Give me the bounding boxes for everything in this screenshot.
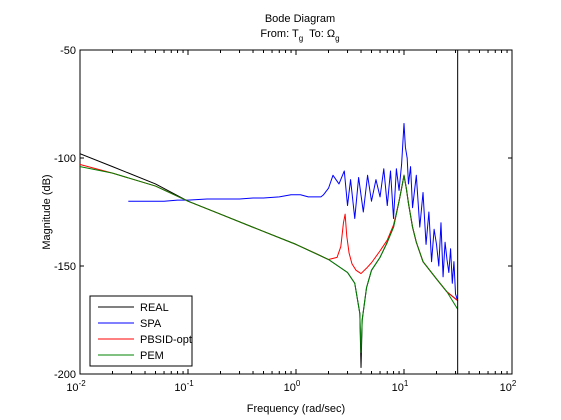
series-line-pem bbox=[80, 166, 459, 353]
x-tick-label: 100 bbox=[284, 379, 301, 394]
y-tick-label: -100 bbox=[54, 153, 76, 165]
x-axis-label: Frequency (rad/sec) bbox=[247, 403, 345, 415]
y-axis-label: Magnitude (dB) bbox=[41, 174, 53, 249]
x-tick-label: 102 bbox=[500, 379, 517, 394]
y-tick-label: -200 bbox=[54, 369, 76, 381]
subtitle-from: From: T bbox=[260, 28, 299, 40]
legend-label-real: REAL bbox=[140, 302, 169, 314]
chart-subtitle: From: Tg To: Ωg bbox=[260, 28, 339, 43]
x-tick-label: 10-1 bbox=[174, 379, 194, 394]
legend-label-pem: PEM bbox=[140, 350, 164, 362]
subtitle-to: To: Ω bbox=[309, 28, 335, 40]
series-line-spa bbox=[128, 122, 459, 301]
subtitle-from-sub: g bbox=[299, 34, 303, 43]
subtitle-to-sub: g bbox=[335, 34, 339, 43]
legend: REAL SPA PBSID-opt PEM bbox=[89, 295, 193, 367]
series-group bbox=[80, 122, 459, 369]
chart-title: Bode Diagram bbox=[265, 13, 335, 25]
legend-label-pbsid-opt: PBSID-opt bbox=[140, 334, 192, 346]
x-tick-label: 101 bbox=[392, 379, 409, 394]
legend-box bbox=[89, 295, 193, 367]
y-tick-label: -50 bbox=[60, 45, 76, 57]
x-tick-label: 10-2 bbox=[66, 379, 86, 394]
y-tick-label: -150 bbox=[54, 261, 76, 273]
legend-label-spa: SPA bbox=[140, 318, 162, 330]
